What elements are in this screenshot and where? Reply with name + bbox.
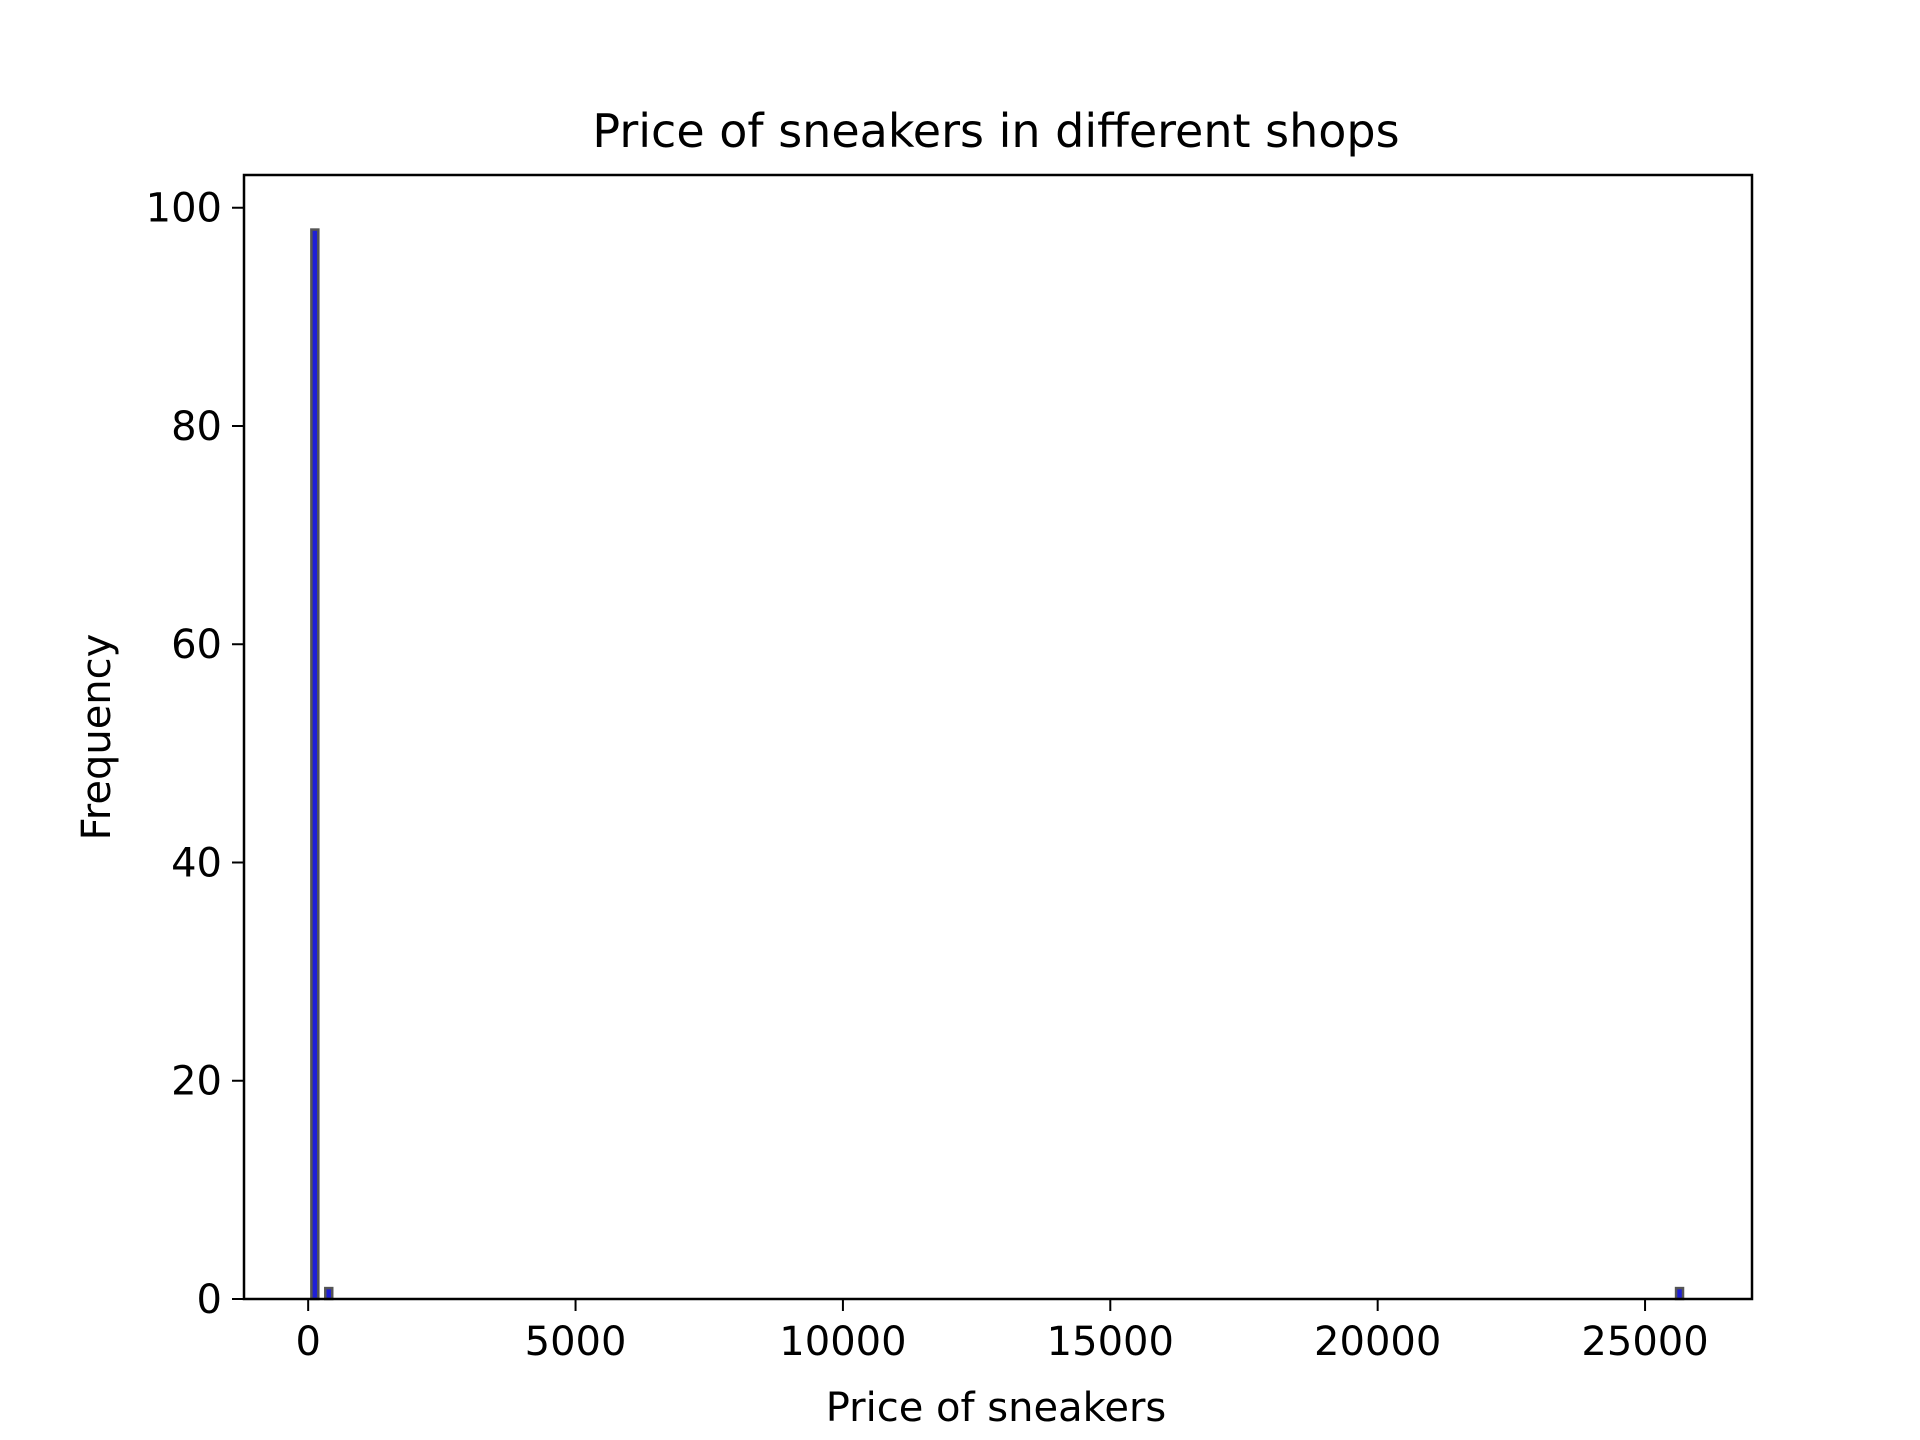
y-tick-label-1: 20 <box>171 1059 222 1105</box>
y-tick-label-2: 40 <box>171 840 222 886</box>
histogram-bar-2 <box>1674 1286 1685 1301</box>
x-tick-label-3: 15000 <box>1047 1319 1174 1365</box>
y-axis-label: Frequency <box>74 634 120 841</box>
histogram-bar-1 <box>324 1286 334 1301</box>
y-tick-label-5: 100 <box>146 186 222 232</box>
x-tick-label-2: 10000 <box>779 1319 906 1365</box>
y-tick-label-4: 80 <box>171 404 222 450</box>
plot-frame <box>242 173 1754 1301</box>
histogram-bar-0 <box>310 228 320 1301</box>
x-axis-ticks: 0 5000 10000 15000 20000 25000 <box>295 1299 1709 1365</box>
x-tick-label-4: 20000 <box>1314 1319 1441 1365</box>
x-axis-label: Price of sneakers <box>826 1385 1167 1431</box>
y-tick-label-3: 60 <box>171 622 222 668</box>
y-tick-label-0: 0 <box>197 1277 222 1323</box>
x-tick-label-5: 25000 <box>1581 1319 1708 1365</box>
chart-title: Price of sneakers in different shops <box>592 104 1399 158</box>
y-axis-ticks: 0 20 40 60 80 100 <box>146 186 244 1323</box>
x-tick-label-0: 0 <box>295 1319 320 1365</box>
x-tick-label-1: 5000 <box>525 1319 627 1365</box>
